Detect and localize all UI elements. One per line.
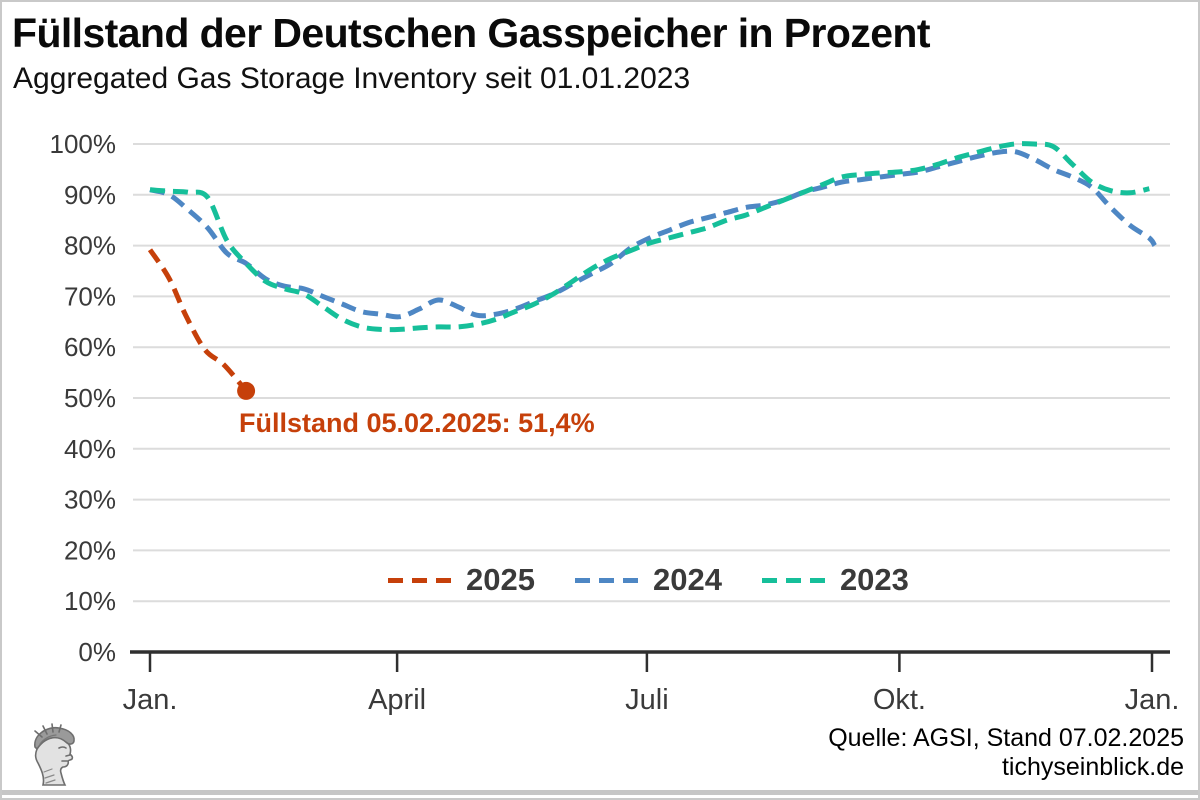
y-tick-label: 30% <box>64 485 116 515</box>
legend-label-2023: 2023 <box>839 562 909 597</box>
chart-subtitle: Aggregated Gas Storage Inventory seit 01… <box>13 62 691 95</box>
legend-dash-2025-icon <box>388 577 454 583</box>
series-line-2024 <box>149 148 1157 320</box>
y-tick-label: 60% <box>64 332 116 362</box>
y-tick-label: 100% <box>50 129 117 159</box>
legend-label-2024: 2024 <box>652 562 722 597</box>
legend-item-2025: 2025 <box>388 562 535 598</box>
x-tick-label: Jan. <box>1125 684 1180 716</box>
y-tick-label: 10% <box>64 586 116 616</box>
website-text: tichyseinblick.de <box>1001 753 1184 781</box>
y-tick-label: 20% <box>64 535 116 565</box>
bottom-border-bar <box>2 790 1198 795</box>
y-tick-label: 70% <box>64 281 116 311</box>
y-tick-label: 50% <box>64 383 116 413</box>
legend-item-2023: 2023 <box>761 562 909 598</box>
legend-dash-2024-icon <box>574 577 641 583</box>
annotation-dot <box>237 381 256 400</box>
x-tick-label: Juli <box>625 684 669 716</box>
x-tick-label: Jan. <box>123 684 178 716</box>
legend-item-2024: 2024 <box>574 562 722 598</box>
source-block: Quelle: AGSI, Stand 07.02.2025 tichysein… <box>828 724 1184 782</box>
annotation-label: Füllstand 05.02.2025: 51,4% <box>239 408 595 438</box>
y-tick-label: 0% <box>78 637 116 667</box>
source-text: Quelle: AGSI, Stand 07.02.2025 <box>828 724 1184 752</box>
chart-title: Füllstand der Deutschen Gasspeicher in P… <box>12 10 931 56</box>
y-tick-label: 90% <box>64 180 116 210</box>
series-line-2025 <box>147 248 249 393</box>
chart-legend: 2025 2024 2023 <box>388 562 909 598</box>
legend-label-2025: 2025 <box>466 562 535 597</box>
x-tick-label: April <box>368 684 426 716</box>
x-tick-label: Okt. <box>873 684 926 716</box>
y-tick-label: 40% <box>64 434 116 464</box>
hermes-head-logo <box>20 720 94 794</box>
y-tick-label: 80% <box>64 231 116 261</box>
legend-dash-2023-icon <box>761 577 828 583</box>
series-line-2023 <box>149 141 1150 333</box>
